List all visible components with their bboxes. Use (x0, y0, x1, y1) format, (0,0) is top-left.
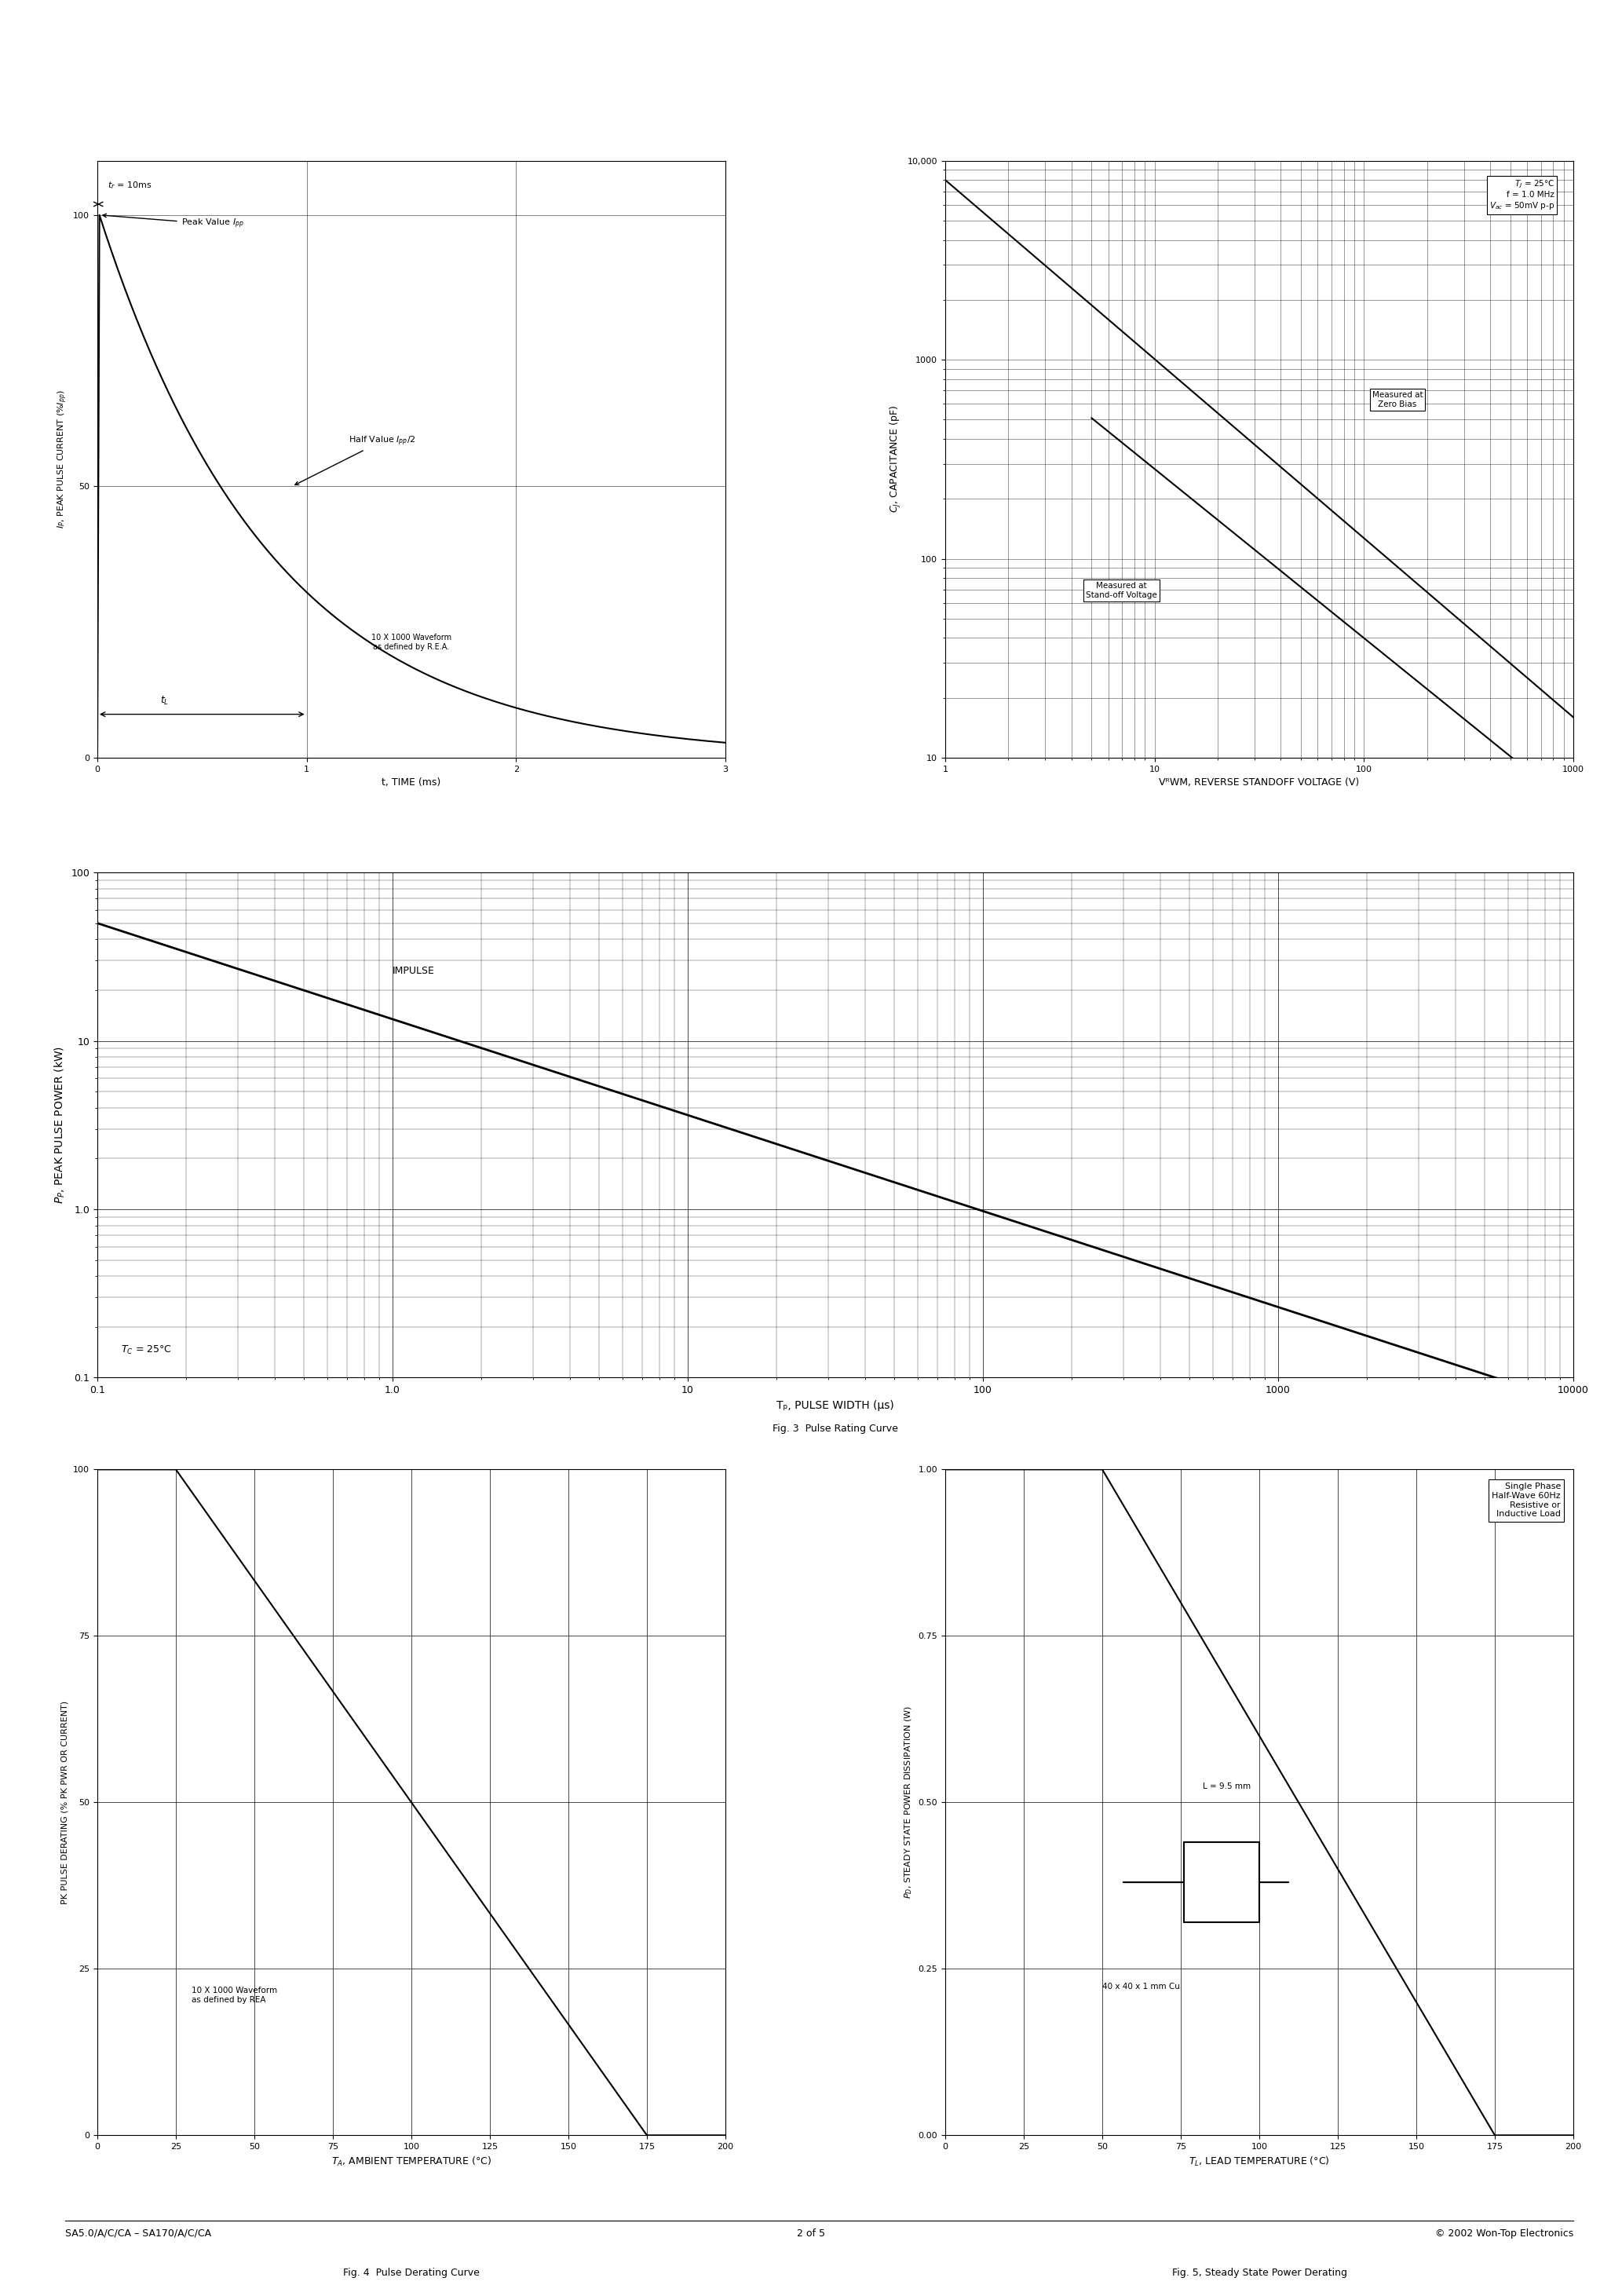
X-axis label: t, TIME (ms): t, TIME (ms) (381, 778, 441, 788)
Text: Half Value $I_{pp}$/2: Half Value $I_{pp}$/2 (295, 434, 415, 484)
FancyBboxPatch shape (1184, 1841, 1259, 1922)
Text: IMPULSE: IMPULSE (393, 967, 435, 976)
Text: $T_C$ = 25°C: $T_C$ = 25°C (120, 1345, 172, 1357)
Y-axis label: $I_P$, PEAK PULSE CURRENT (%$I_{pp}$): $I_P$, PEAK PULSE CURRENT (%$I_{pp}$) (57, 390, 68, 528)
Y-axis label: PK PULSE DERATING (% PK PWR OR CURRENT): PK PULSE DERATING (% PK PWR OR CURRENT) (62, 1701, 68, 1903)
Text: 40 x 40 x 1 mm Cu: 40 x 40 x 1 mm Cu (1103, 1981, 1179, 1991)
Title: Fig. 1  Pulse Waveform: Fig. 1 Pulse Waveform (355, 875, 467, 884)
X-axis label: $T_L$, LEAD TEMPERATURE (°C): $T_L$, LEAD TEMPERATURE (°C) (1189, 2156, 1330, 2167)
Text: $t_L$: $t_L$ (161, 696, 169, 707)
Text: $T_J$ = 25°C
f = 1.0 MHz
$V_{ac}$ = 50mV p-p: $T_J$ = 25°C f = 1.0 MHz $V_{ac}$ = 50mV… (1489, 179, 1554, 211)
Text: Measured at
Stand-off Voltage: Measured at Stand-off Voltage (1085, 583, 1156, 599)
Y-axis label: $P_D$, STEADY STATE POWER DISSIPATION (W): $P_D$, STEADY STATE POWER DISSIPATION (W… (903, 1706, 913, 1899)
Y-axis label: $C_J$, CAPACITANCE (pF): $C_J$, CAPACITANCE (pF) (889, 406, 903, 512)
Text: 10 X 1000 Waveform
as defined by REA: 10 X 1000 Waveform as defined by REA (191, 1986, 277, 2004)
Text: Single Phase
Half-Wave 60Hz
Resistive or
Inductive Load: Single Phase Half-Wave 60Hz Resistive or… (1492, 1483, 1560, 1518)
Title: Fig. 3  Pulse Rating Curve: Fig. 3 Pulse Rating Curve (772, 1424, 899, 1435)
Text: $t_r$ = 10ms: $t_r$ = 10ms (107, 179, 152, 191)
Text: Measured at
Zero Bias: Measured at Zero Bias (1372, 390, 1422, 409)
Title: Fig. 4  Pulse Derating Curve: Fig. 4 Pulse Derating Curve (344, 2268, 480, 2278)
Text: SA5.0/A/C/CA – SA170/A/C/CA: SA5.0/A/C/CA – SA170/A/C/CA (65, 2229, 211, 2239)
X-axis label: Tₚ, PULSE WIDTH (μs): Tₚ, PULSE WIDTH (μs) (777, 1401, 894, 1410)
Title: Fig. 2  Typical Junction Capacitance: Fig. 2 Typical Junction Capacitance (1173, 875, 1346, 884)
X-axis label: VᴿWM, REVERSE STANDOFF VOLTAGE (V): VᴿWM, REVERSE STANDOFF VOLTAGE (V) (1160, 778, 1359, 788)
Text: L = 9.5 mm: L = 9.5 mm (1204, 1782, 1251, 1791)
Text: Peak Value $I_{pp}$: Peak Value $I_{pp}$ (102, 214, 243, 230)
Y-axis label: $P_P$, PEAK PULSE POWER (kW): $P_P$, PEAK PULSE POWER (kW) (54, 1047, 67, 1203)
Text: 10 X 1000 Waveform
as defined by R.E.A.: 10 X 1000 Waveform as defined by R.E.A. (371, 634, 451, 650)
X-axis label: $T_A$, AMBIENT TEMPERATURE (°C): $T_A$, AMBIENT TEMPERATURE (°C) (331, 2156, 491, 2167)
Text: 2 of 5: 2 of 5 (796, 2229, 826, 2239)
Text: © 2002 Won-Top Electronics: © 2002 Won-Top Electronics (1435, 2229, 1573, 2239)
Title: Fig. 5, Steady State Power Derating: Fig. 5, Steady State Power Derating (1171, 2268, 1346, 2278)
